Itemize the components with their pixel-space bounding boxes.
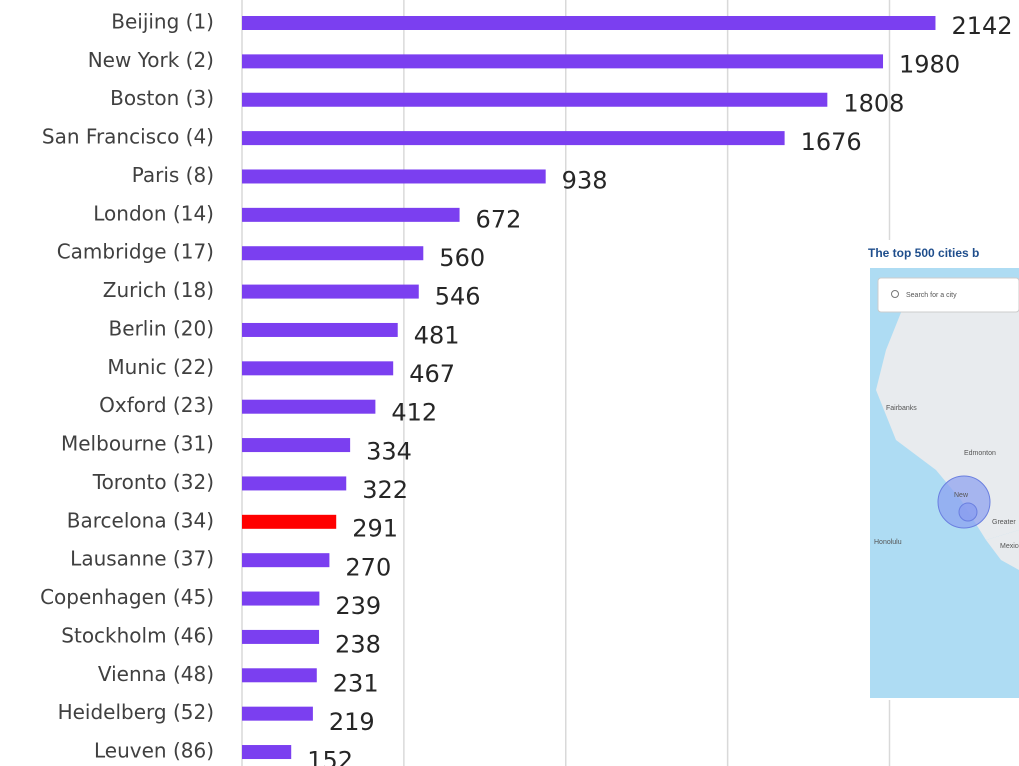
value-label: 2142 [951, 12, 1012, 40]
bar [242, 514, 337, 529]
search-box [877, 277, 1019, 313]
bar [242, 591, 320, 606]
bar [242, 92, 828, 107]
land [986, 530, 1019, 570]
map-label: New [954, 492, 969, 499]
category-label: Melbourne (31) [61, 432, 214, 456]
value-label: 334 [366, 437, 412, 465]
bar [242, 668, 317, 683]
value-label: 152 [307, 747, 353, 766]
search-placeholder: Search for a city [906, 292, 957, 299]
category-label: Cambridge (17) [57, 240, 214, 264]
bar [242, 745, 292, 760]
value-label: 467 [409, 360, 455, 388]
bar [242, 169, 546, 184]
value-label: 239 [335, 592, 381, 620]
value-label: 481 [414, 321, 460, 349]
city-bubble [958, 502, 978, 522]
bar [242, 131, 785, 146]
bar [242, 629, 320, 644]
category-label: Vienna (48) [98, 662, 214, 686]
category-label: Leuven (86) [94, 739, 214, 763]
map-label: Fairbanks [886, 405, 917, 412]
bar [242, 438, 351, 453]
value-label: 938 [562, 167, 608, 195]
category-label: Lausanne (37) [70, 547, 214, 571]
map-label: Edmonton [964, 450, 996, 457]
bar [242, 361, 394, 376]
value-label: 1676 [801, 128, 862, 156]
value-label: 270 [345, 553, 391, 581]
category-label: Barcelona (34) [67, 508, 214, 532]
value-label: 219 [329, 708, 375, 736]
category-label: Oxford (23) [99, 393, 214, 417]
bar [242, 553, 330, 568]
bar [242, 476, 347, 491]
category-label: Paris (8) [132, 163, 214, 187]
category-label: Boston (3) [110, 86, 214, 110]
category-label: New York (2) [88, 48, 214, 72]
value-label: 322 [362, 476, 408, 504]
bar [242, 246, 424, 261]
category-label: San Francisco (4) [42, 125, 214, 149]
search-icon [891, 290, 899, 298]
value-label: 238 [335, 631, 381, 659]
bar [242, 207, 460, 222]
bar [242, 322, 398, 337]
land [876, 290, 1019, 540]
bar [242, 706, 313, 721]
value-label: 672 [476, 205, 522, 233]
category-label: Berlin (20) [109, 316, 214, 340]
category-label: Stockholm (46) [61, 623, 214, 647]
category-label: London (14) [93, 201, 214, 225]
category-label: Toronto (32) [92, 470, 214, 494]
value-label: 546 [435, 283, 481, 311]
value-label: 412 [391, 399, 437, 427]
category-label: Heidelberg (52) [58, 700, 214, 724]
inset-title: The top 500 cities b [868, 246, 979, 260]
map-label: Mexico [1000, 543, 1019, 550]
category-label: Zurich (18) [103, 278, 214, 302]
value-label: 231 [333, 669, 379, 697]
value-label: 291 [352, 515, 398, 543]
category-label: Copenhagen (45) [40, 585, 214, 609]
value-label: 1808 [843, 89, 904, 117]
category-label: Munic (22) [107, 355, 214, 379]
bar [242, 16, 936, 30]
map-label: Honolulu [874, 539, 902, 546]
bar [242, 284, 419, 299]
category-label: Beijing (1) [111, 10, 214, 34]
inset-map: The top 500 cities b Search for a city Fai… [866, 240, 1019, 700]
map-label: Greater [992, 519, 1016, 526]
bar [242, 54, 884, 69]
value-label: 1980 [899, 51, 960, 79]
bar [242, 399, 376, 414]
value-label: 560 [439, 244, 485, 272]
